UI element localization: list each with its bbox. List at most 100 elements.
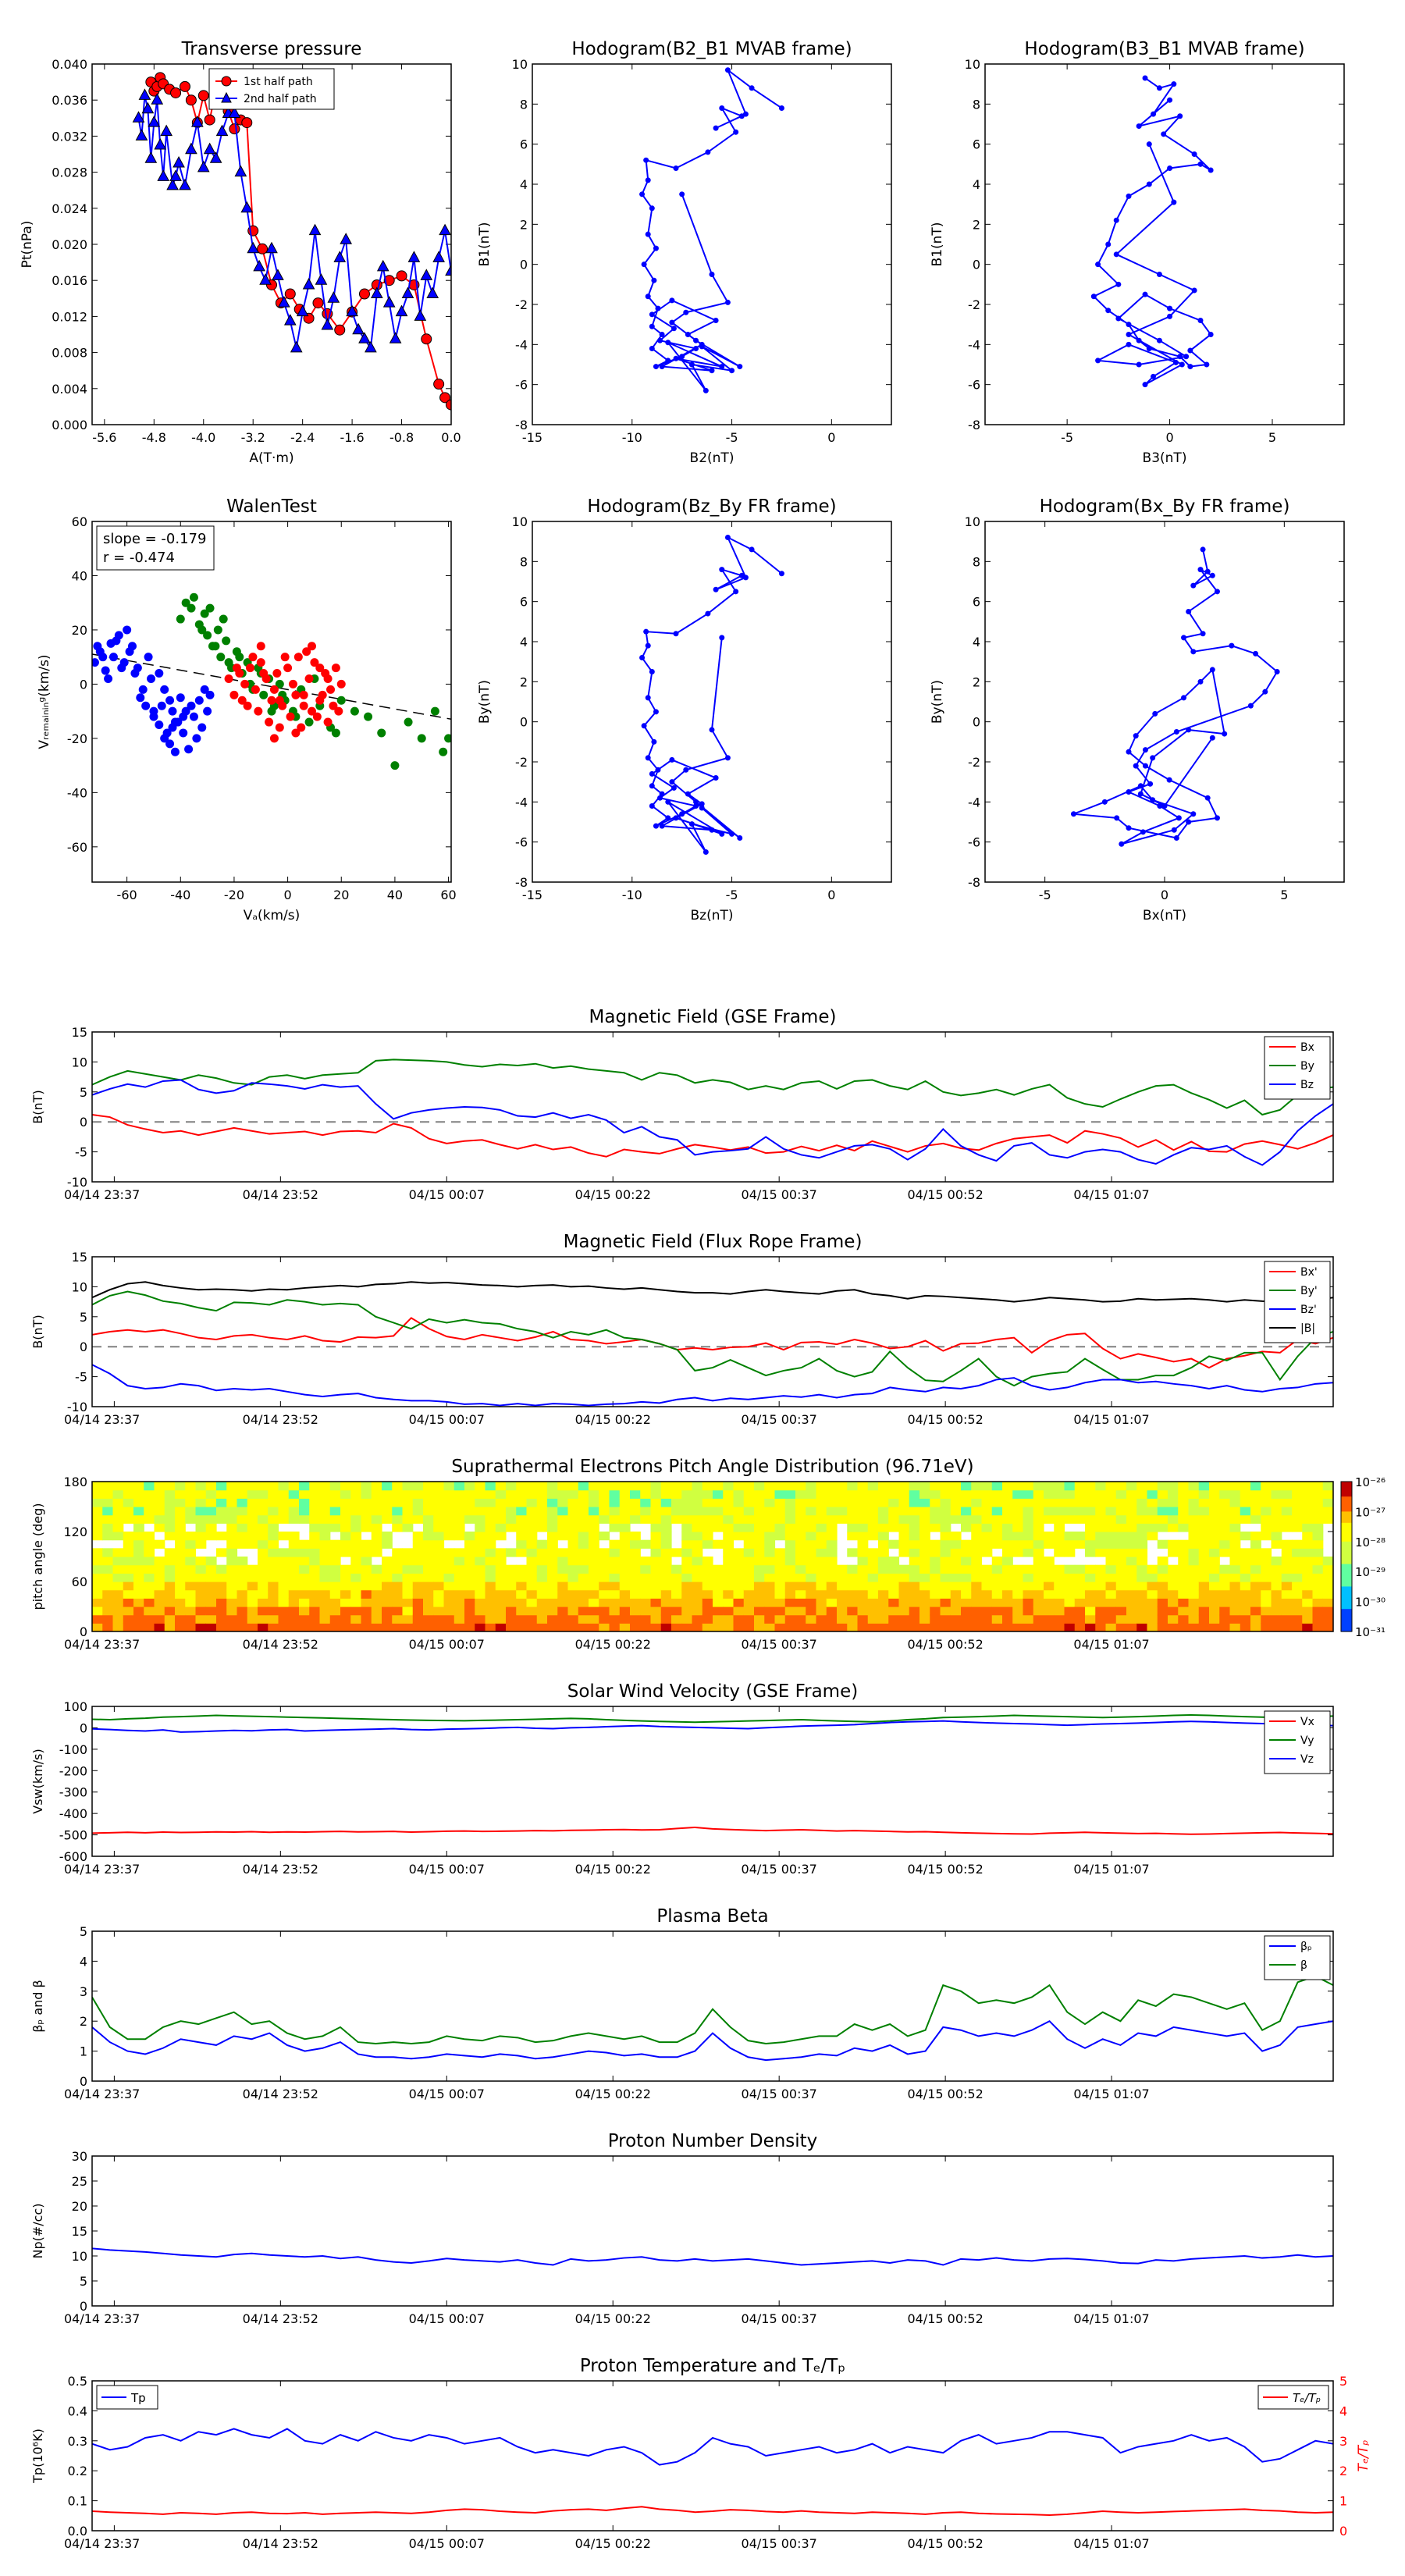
pad-cell (940, 1623, 951, 1631)
pad-cell (216, 1573, 227, 1582)
pad-cell (1281, 1606, 1293, 1616)
h4-point (1200, 631, 1206, 637)
h4-point (1176, 815, 1182, 821)
pad-cell (464, 1532, 475, 1541)
wt-point (203, 706, 212, 716)
mff-series-3 (92, 1281, 1333, 1303)
pad-cell (619, 1482, 631, 1491)
pad-cell (1168, 1514, 1179, 1524)
tp-point (396, 270, 407, 282)
pad-cell (816, 1548, 827, 1557)
pad-cell (1012, 1614, 1024, 1624)
colorbar-tick-label: 10⁻²⁶ (1355, 1475, 1385, 1489)
pad-cell (1064, 1564, 1076, 1574)
pad-cell (133, 1539, 144, 1549)
pad-cell (919, 1507, 930, 1516)
pad-cell (495, 1606, 507, 1616)
pad-cell (278, 1532, 290, 1541)
pad-cell (1085, 1539, 1096, 1549)
pad-cell (361, 1589, 372, 1599)
pad-cell (1168, 1614, 1179, 1624)
h4-point (1171, 827, 1177, 833)
pad-cell (733, 1614, 745, 1624)
pad-cell (971, 1606, 983, 1616)
pad-cell (837, 1507, 848, 1516)
pad-cell (909, 1482, 920, 1491)
pad-cell (1023, 1482, 1034, 1491)
tp-point (241, 117, 253, 129)
pad-cell (92, 1482, 103, 1491)
pad-cell (382, 1532, 393, 1541)
pad-cell (423, 1564, 434, 1574)
h2-point (1142, 75, 1148, 81)
vsw-ytick-label: -500 (59, 1828, 87, 1843)
pad-cell (1126, 1523, 1137, 1532)
pad-cell (536, 1582, 548, 1591)
pad-cell (526, 1489, 538, 1499)
beta-time-tick-label: 04/15 00:22 (575, 2087, 651, 2101)
pad-cell (1126, 1623, 1137, 1631)
pad-cell (485, 1489, 496, 1499)
pad-cell (423, 1606, 434, 1616)
pad-cell (495, 1489, 507, 1499)
wt-point (200, 609, 209, 618)
pad-cell (154, 1482, 165, 1491)
h3-ytick-label: 6 (520, 595, 528, 610)
pad-cell (599, 1532, 610, 1541)
pad-cell (464, 1589, 475, 1599)
pad-cell (806, 1482, 817, 1491)
h2-ytick-label: -8 (968, 418, 980, 432)
pad-cell (268, 1482, 279, 1491)
h4-point (1140, 829, 1146, 835)
pad-cell (536, 1489, 548, 1499)
pad-cell (878, 1489, 889, 1499)
h2-axes-frame (984, 63, 1345, 425)
pad-cell (888, 1589, 900, 1599)
h4-xtick-label: 0 (1161, 888, 1168, 902)
pad-cell (764, 1589, 776, 1599)
pad-cell (268, 1614, 279, 1624)
pad-cell (1095, 1498, 1107, 1507)
pad-cell (1219, 1507, 1231, 1516)
pad-cell (1054, 1614, 1065, 1624)
pad-cell (237, 1557, 248, 1566)
pad-cell (619, 1523, 631, 1532)
colorbar-segment (1341, 1541, 1352, 1546)
pad-cell (774, 1489, 786, 1499)
pad-cell (774, 1623, 786, 1631)
pad-cell (557, 1564, 569, 1574)
pad-cell (940, 1589, 951, 1599)
pad-cell (981, 1614, 993, 1624)
h3-point (653, 823, 659, 829)
pad-cell (1023, 1573, 1034, 1582)
pad-cell (660, 1564, 672, 1574)
colorbar-segment (1341, 1515, 1352, 1520)
h3-ytick-label: -4 (515, 795, 528, 809)
pad-cell (371, 1623, 382, 1631)
tp-point (312, 297, 324, 309)
pad-cell (754, 1557, 765, 1566)
wt-point (205, 690, 215, 699)
mfg-panel: 04/14 23:37 04/14 23:52 04/15 00:07 04/15 0… (30, 1025, 1333, 1202)
pad-cell (909, 1532, 920, 1541)
colorbar-frame (1340, 1481, 1353, 1632)
pad-cell (1209, 1532, 1220, 1541)
pad-cell (1126, 1557, 1137, 1566)
pad-cell (205, 1557, 217, 1566)
pad-cell (175, 1514, 186, 1524)
wt-point (336, 696, 346, 705)
h3-point (649, 783, 655, 789)
pad-cell (423, 1514, 434, 1524)
pad-cell (412, 1598, 424, 1607)
pad-cell (630, 1623, 641, 1631)
h4-point (1142, 747, 1148, 753)
pad-cell (754, 1539, 765, 1549)
pad-cell (1292, 1623, 1303, 1631)
pad-cell (1271, 1573, 1282, 1582)
pad-cell (433, 1514, 445, 1524)
pad-cell (681, 1489, 693, 1499)
pad-cell (443, 1589, 455, 1599)
colorbar-tick-label: 10⁻²⁸ (1355, 1535, 1385, 1550)
pad-cell (671, 1507, 682, 1516)
